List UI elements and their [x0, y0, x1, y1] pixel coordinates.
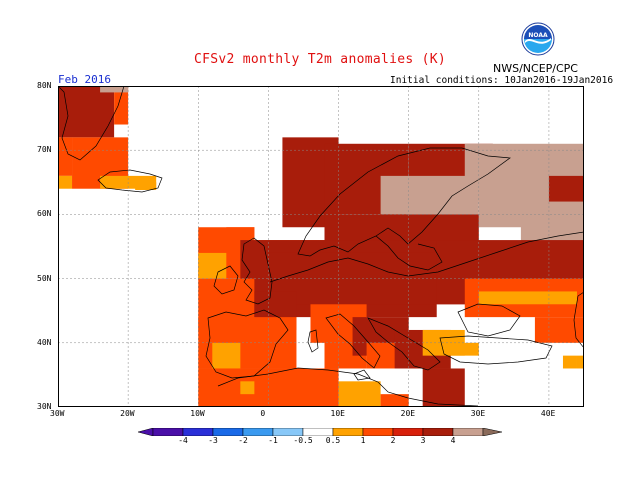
colorbar-label: -4 [178, 436, 188, 445]
colorbar-arrow-right [482, 428, 502, 436]
longitude-label: 20W [120, 409, 135, 418]
anomaly-cell [100, 86, 129, 93]
colorbar-swatch [302, 428, 334, 436]
colorbar-swatch [242, 428, 274, 436]
anomaly-cell [548, 175, 584, 202]
colorbar-swatch [422, 428, 454, 436]
latitude-label: 40N [37, 337, 52, 347]
anomaly-cell [380, 394, 409, 407]
longitude-label: 10E [330, 409, 345, 418]
initial-conditions-label: Initial conditions: 10Jan2016-19Jan2016 [390, 75, 614, 86]
anomaly-map [58, 86, 584, 407]
anomaly-cell [450, 342, 479, 356]
colorbar-swatch [392, 428, 424, 436]
valid-month-label: Feb 2016 [58, 73, 111, 86]
colorbar-swatch [272, 428, 304, 436]
colorbar-label: -1 [268, 436, 278, 445]
anomaly-cell [135, 182, 157, 191]
latitude-label: 80N [37, 81, 52, 90]
noaa-logo: NOAA [521, 22, 555, 56]
anomaly-cell [58, 175, 73, 189]
agency-label: NWS/NCEP/CPC [493, 62, 578, 75]
longitude-label: 40E [540, 409, 556, 418]
longitude-label: 30E [470, 409, 486, 418]
anomaly-cell [198, 252, 227, 279]
colorbar-label: 3 [420, 436, 426, 445]
latitude-label: 50N [37, 273, 52, 283]
anomaly-cell [478, 291, 577, 305]
colorbar-swatch [152, 428, 184, 436]
anomaly-cell [226, 227, 255, 241]
anomaly-cell [338, 381, 381, 407]
map-frame [58, 86, 584, 407]
anomaly-cell [576, 355, 584, 369]
anomaly-cell [422, 368, 465, 407]
coastlines [58, 86, 584, 407]
anomaly-cell [562, 355, 577, 369]
anomaly-cell [240, 381, 255, 395]
colorbar-label: -0.5 [293, 436, 313, 445]
anomaly-cell [380, 175, 479, 215]
colorbar-label: -3 [208, 436, 218, 445]
colorbar-swatch [332, 428, 364, 436]
longitude-label: 10W [190, 409, 205, 418]
map-title: CFSv2 monthly T2m anomalies (K) [194, 52, 446, 67]
colorbar-label: 1 [360, 436, 366, 445]
graticule [58, 86, 584, 407]
colorbar-label: 4 [450, 436, 456, 445]
colorbar-swatch [212, 428, 244, 436]
longitude-label: 20E [400, 409, 416, 418]
colorbar-swatch [362, 428, 394, 436]
colorbar-swatch [452, 428, 484, 436]
latitude-label: 30N [37, 402, 52, 411]
longitude-label: 30W [50, 409, 65, 418]
svg-text:NOAA: NOAA [528, 32, 548, 39]
anomaly-cell [534, 317, 584, 343]
colorbar-label: 2 [390, 436, 396, 445]
colorbar-label: 0.5 [325, 436, 341, 445]
colorbar-arrow-left [138, 428, 154, 436]
anomaly-cell [114, 86, 129, 125]
anomaly-cell [58, 137, 73, 176]
colorbar-swatch [182, 428, 214, 436]
anomaly-cell [212, 342, 241, 369]
latitude-label: 60N [37, 209, 52, 219]
colorbar-label: -2 [238, 436, 248, 445]
longitude-label: 0 [260, 409, 266, 418]
latitude-label: 70N [37, 145, 52, 155]
colorbar [138, 428, 502, 436]
